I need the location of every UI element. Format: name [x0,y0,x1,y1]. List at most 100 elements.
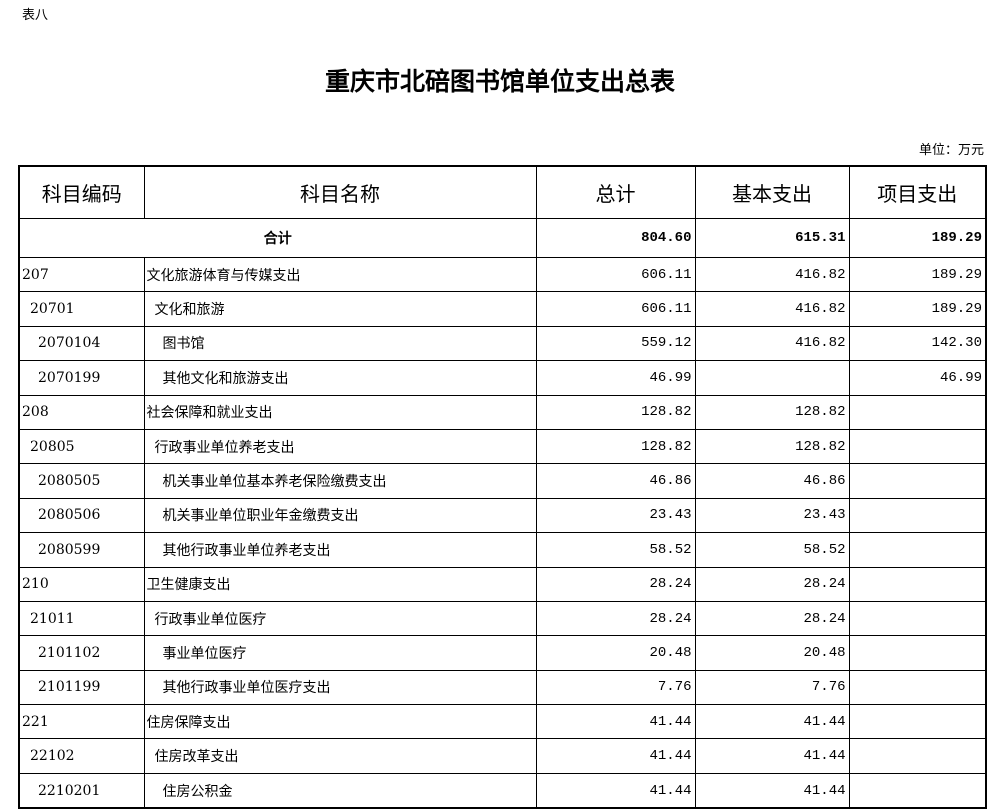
row-name: 住房公积金 [143,772,537,809]
row-name: 图书馆 [143,325,537,362]
row-total: 41.44 [535,772,696,809]
row-name: 社会保障和就业支出 [143,394,537,430]
row-code: 22102 [18,738,145,774]
row-name: 行政事业单位医疗 [143,600,537,637]
row-basic: 28.24 [694,566,850,602]
row-code: 20701 [18,291,145,327]
row-total: 28.24 [535,566,696,602]
table-row: 2080599 其他行政事业单位养老支出 58.52 58.52 [18,532,987,568]
table-row: 21011 行政事业单位医疗 28.24 28.24 [18,600,987,637]
row-code: 2070199 [18,360,145,396]
table-row: 2070199 其他文化和旅游支出 46.99 46.99 [18,360,987,396]
row-basic: 416.82 [694,325,850,362]
total-label: 合计 [18,218,537,258]
table-row: 221 住房保障支出 41.44 41.44 [18,704,987,740]
row-name: 机关事业单位基本养老保险缴费支出 [143,463,537,499]
row-project [848,428,987,465]
row-code: 2080506 [18,497,145,534]
row-code: 2101199 [18,669,145,706]
row-project [848,738,987,774]
row-project: 46.99 [848,360,987,396]
row-code: 208 [18,394,145,430]
row-name: 文化旅游体育与传媒支出 [143,256,537,293]
header-code: 科目编码 [18,165,145,219]
row-basic: 23.43 [694,497,850,534]
table-row: 207 文化旅游体育与传媒支出 606.11 416.82 189.29 [18,256,987,293]
row-project [848,704,987,740]
row-total: 606.11 [535,256,696,293]
table-row: 208 社会保障和就业支出 128.82 128.82 [18,394,987,430]
row-total: 559.12 [535,325,696,362]
table-number-label: 表八 [22,8,49,23]
row-code: 2210201 [18,772,145,809]
page-title: 重庆市北碚图书馆单位支出总表 [324,67,675,96]
row-project [848,463,987,499]
table-row: 2080506 机关事业单位职业年金缴费支出 23.43 23.43 [18,497,987,534]
row-total: 20.48 [535,635,696,671]
row-project [848,566,987,602]
row-total: 128.82 [535,428,696,465]
table-row: 2101102 事业单位医疗 20.48 20.48 [18,635,987,671]
table-row: 2210201 住房公积金 41.44 41.44 [18,772,987,809]
header-row: 科目编码 科目名称 总计 基本支出 项目支出 [18,165,987,219]
row-name: 其他行政事业单位养老支出 [143,532,537,568]
row-basic: 20.48 [694,635,850,671]
row-name: 住房保障支出 [143,704,537,740]
row-basic: 128.82 [694,394,850,430]
row-total: 606.11 [535,291,696,327]
header-basic: 基本支出 [694,165,850,219]
row-code: 207 [18,256,145,293]
row-name: 文化和旅游 [143,291,537,327]
row-project [848,600,987,637]
header-name: 科目名称 [143,165,537,219]
row-basic: 41.44 [694,738,850,774]
total-total: 804.60 [535,218,696,258]
row-name: 事业单位医疗 [143,635,537,671]
unit-label: 单位：万元 [918,143,984,158]
row-project: 189.29 [848,291,987,327]
table-row: 210 卫生健康支出 28.24 28.24 [18,566,987,602]
row-code: 21011 [18,600,145,637]
row-project: 189.29 [848,256,987,293]
total-project: 189.29 [848,218,987,258]
row-total: 7.76 [535,669,696,706]
row-basic: 41.44 [694,704,850,740]
row-basic: 28.24 [694,600,850,637]
row-total: 41.44 [535,738,696,774]
row-basic: 416.82 [694,291,850,327]
table-row: 22102 住房改革支出 41.44 41.44 [18,738,987,774]
row-basic [694,360,850,396]
row-code: 20805 [18,428,145,465]
row-project [848,635,987,671]
row-total: 128.82 [535,394,696,430]
row-basic: 58.52 [694,532,850,568]
row-code: 2070104 [18,325,145,362]
row-project [848,394,987,430]
row-basic: 46.86 [694,463,850,499]
total-basic: 615.31 [694,218,850,258]
row-total: 58.52 [535,532,696,568]
row-total: 41.44 [535,704,696,740]
row-name: 其他行政事业单位医疗支出 [143,669,537,706]
row-project [848,772,987,809]
row-total: 46.86 [535,463,696,499]
row-project [848,497,987,534]
row-name: 行政事业单位养老支出 [143,428,537,465]
row-code: 2101102 [18,635,145,671]
row-basic: 7.76 [694,669,850,706]
row-total: 23.43 [535,497,696,534]
table-row: 20701 文化和旅游 606.11 416.82 189.29 [18,291,987,327]
table-row: 2101199 其他行政事业单位医疗支出 7.76 7.76 [18,669,987,706]
row-code: 210 [18,566,145,602]
row-total: 28.24 [535,600,696,637]
row-basic: 128.82 [694,428,850,465]
row-name: 住房改革支出 [143,738,537,774]
row-project: 142.30 [848,325,987,362]
row-project [848,532,987,568]
row-code: 221 [18,704,145,740]
row-total: 46.99 [535,360,696,396]
table-row: 2080505 机关事业单位基本养老保险缴费支出 46.86 46.86 [18,463,987,499]
expenditure-table: 科目编码 科目名称 总计 基本支出 项目支出 合计 804.60 615.31 … [18,165,987,810]
row-code: 2080599 [18,532,145,568]
row-basic: 416.82 [694,256,850,293]
